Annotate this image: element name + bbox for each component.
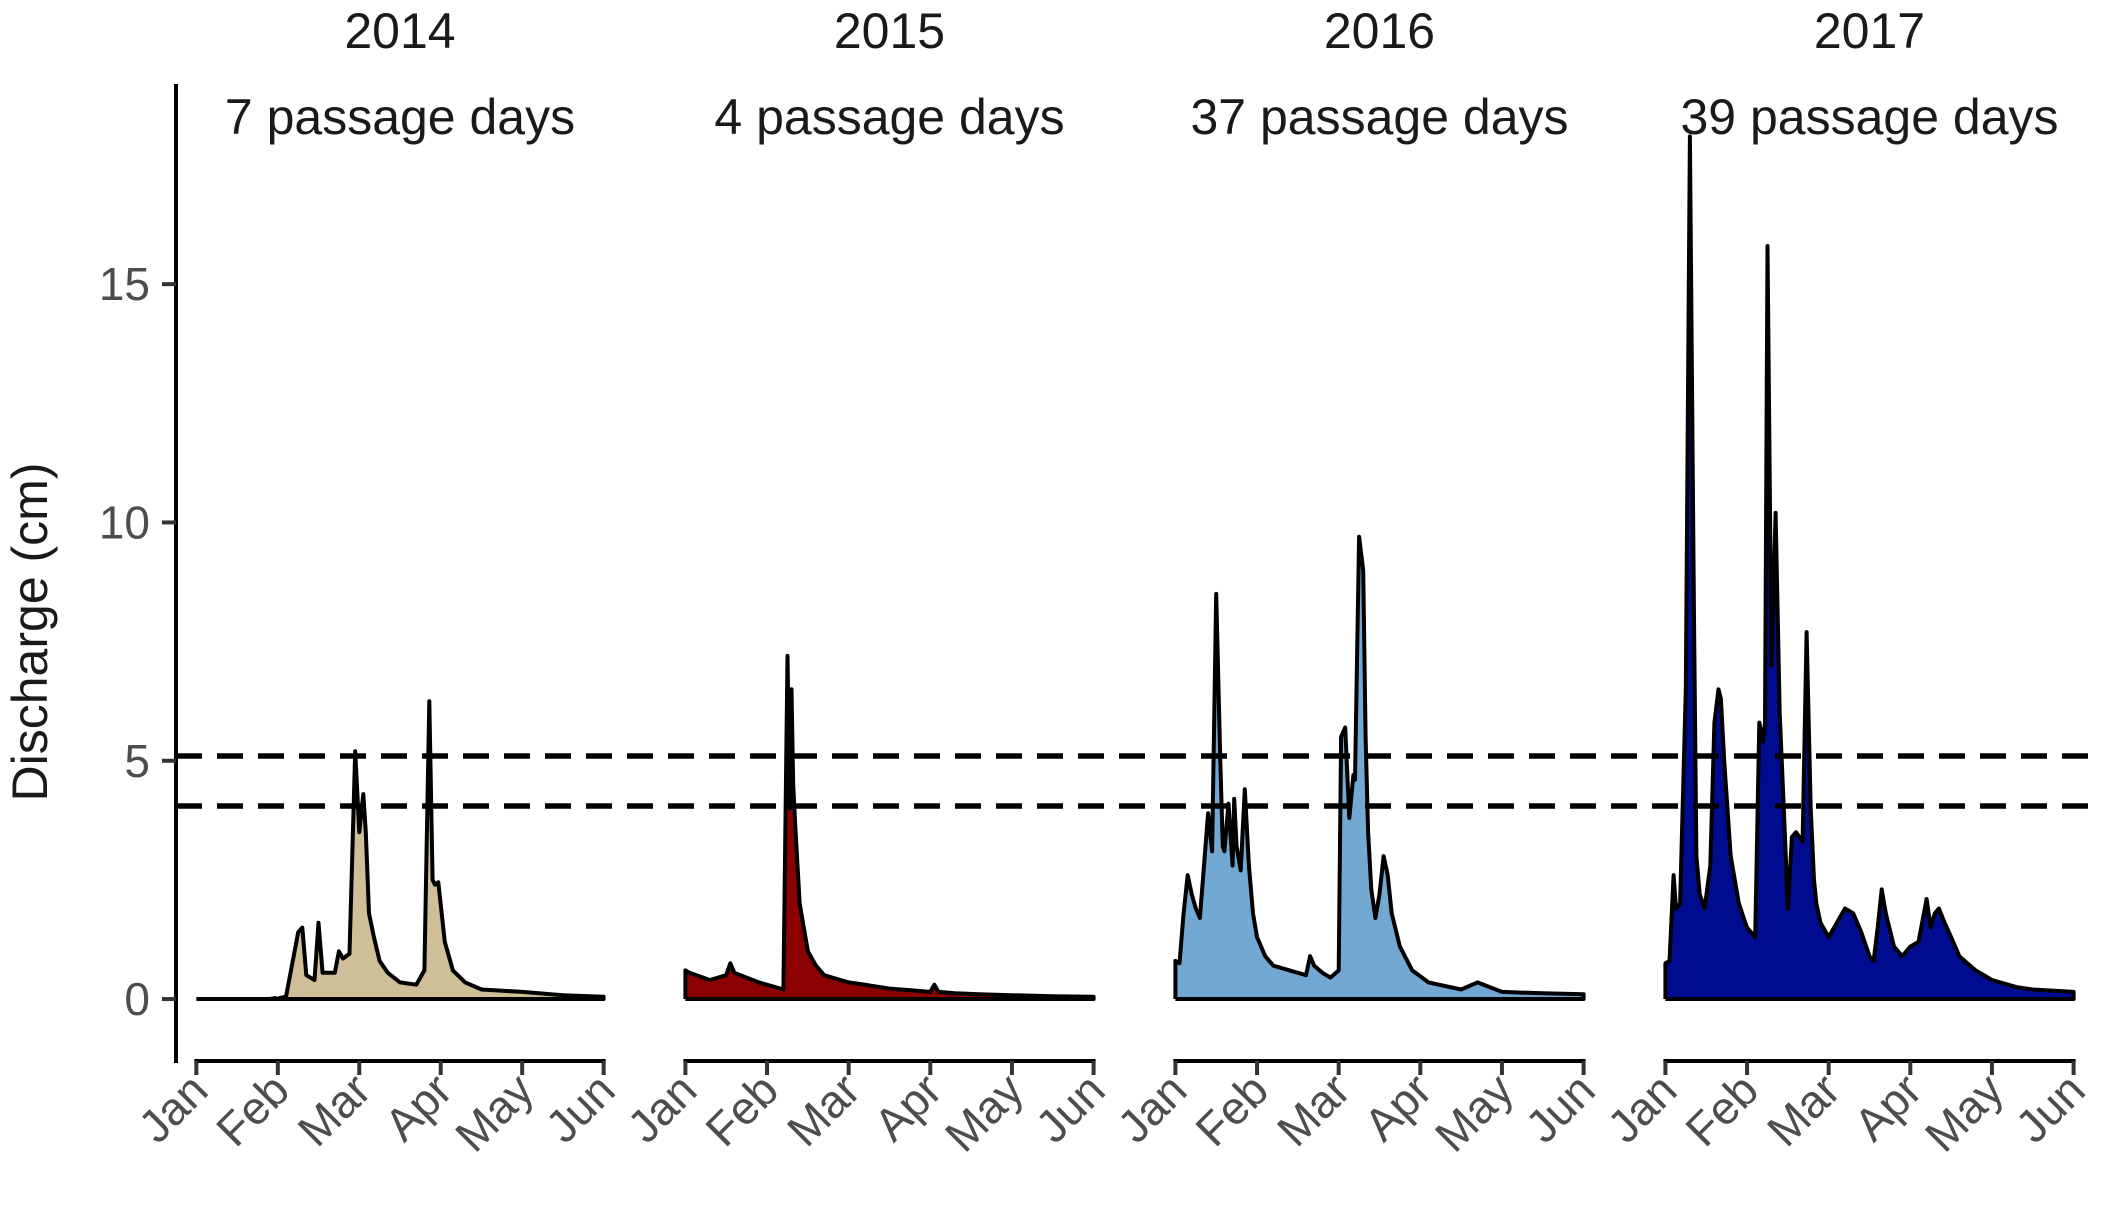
panel-title-2016: 2016 xyxy=(1324,3,1435,59)
x-tick-label-2016-Apr: Apr xyxy=(1354,1063,1441,1150)
x-tick-label-2015-Feb: Feb xyxy=(695,1063,788,1156)
panel-title-2017: 2017 xyxy=(1814,3,1925,59)
area-fill-2014 xyxy=(196,701,604,999)
axes xyxy=(162,84,2076,1075)
panel-subtitle-2015: 4 passage days xyxy=(714,89,1064,145)
x-tick-label-2016-Jun: Jun xyxy=(1515,1063,1604,1152)
x-tick-label-2017-Feb: Feb xyxy=(1675,1063,1768,1156)
x-tick-label-2017-May: May xyxy=(1915,1063,2013,1161)
panel-title-2014: 2014 xyxy=(344,3,455,59)
x-tick-label-2015-Jan: Jan xyxy=(617,1063,706,1152)
y-tick-label-5: 5 xyxy=(124,735,150,787)
x-tick-label-2017-Apr: Apr xyxy=(1844,1063,1931,1150)
panel-title-2015: 2015 xyxy=(834,3,945,59)
panel-subtitle-2016: 37 passage days xyxy=(1190,89,1568,145)
x-tick-label-2016-Feb: Feb xyxy=(1185,1063,1278,1156)
series-line-2015 xyxy=(683,653,1096,1001)
area-fill-2017 xyxy=(1665,136,2074,999)
x-tick-label-2016-May: May xyxy=(1425,1063,1523,1161)
series-line-2014 xyxy=(196,699,606,1001)
panel-subtitle-2014: 7 passage days xyxy=(225,89,575,145)
area-fill-2015 xyxy=(685,655,1094,999)
area-fill-2016 xyxy=(1175,536,1584,999)
y-tick-label-10: 10 xyxy=(99,496,150,548)
y-tick-label-15: 15 xyxy=(99,258,150,310)
x-tick-label-2014-Jan: Jan xyxy=(128,1063,217,1152)
x-tick-label-2016-Mar: Mar xyxy=(1267,1063,1360,1156)
x-tick-label-2015-May: May xyxy=(935,1063,1033,1161)
x-tick-label-2014-Mar: Mar xyxy=(288,1063,381,1156)
threshold-lines xyxy=(176,753,2094,809)
x-tick-label-2014-Jun: Jun xyxy=(535,1063,624,1152)
x-tick-label-2016-Jan: Jan xyxy=(1107,1063,1196,1152)
x-tick-label-2014-May: May xyxy=(445,1063,543,1161)
series-line-2016 xyxy=(1173,534,1586,1001)
series-lines xyxy=(196,134,2076,1001)
series-line-2017 xyxy=(1663,134,2076,1001)
x-tick-label-2015-Apr: Apr xyxy=(864,1063,951,1150)
x-tick-label-2014-Feb: Feb xyxy=(206,1063,299,1156)
x-tick-label-2017-Jun: Jun xyxy=(2005,1063,2094,1152)
x-tick-label-2017-Jan: Jan xyxy=(1597,1063,1686,1152)
x-tick-label-2015-Jun: Jun xyxy=(1025,1063,1114,1152)
x-tick-label-2017-Mar: Mar xyxy=(1757,1063,1850,1156)
y-axis-title: Discharge (cm) xyxy=(2,463,58,802)
x-tick-label-2015-Mar: Mar xyxy=(777,1063,870,1156)
panel-subtitle-2017: 39 passage days xyxy=(1680,89,2058,145)
y-tick-label-0: 0 xyxy=(124,973,150,1025)
x-tick-label-2014-Apr: Apr xyxy=(374,1063,461,1150)
